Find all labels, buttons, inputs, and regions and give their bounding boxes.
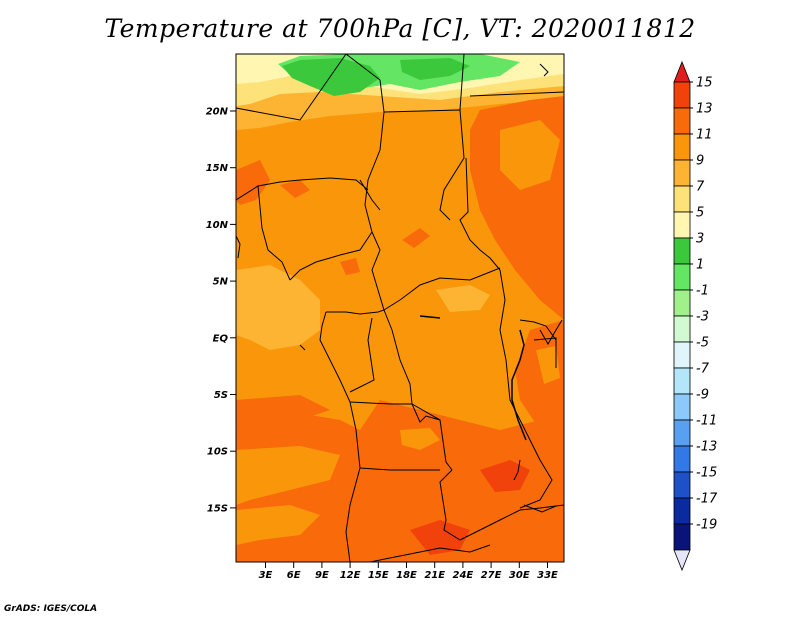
colorbar-swatch bbox=[673, 133, 691, 161]
colorbar-swatch bbox=[673, 289, 691, 317]
lon-tick-label: 24E bbox=[453, 570, 474, 581]
lat-tick-label: 5N bbox=[213, 277, 229, 288]
colorbar-label: -1 bbox=[696, 284, 709, 299]
country-borders bbox=[236, 54, 564, 562]
colorbar-label: 5 bbox=[696, 206, 704, 221]
colorbar-swatch bbox=[673, 263, 691, 291]
lon-tick-label: 15E bbox=[368, 570, 389, 581]
lat-tick-label: 5S bbox=[214, 390, 228, 401]
colorbar-label: 11 bbox=[696, 128, 713, 143]
colorbar: 15 13 11 9 7 5 3 1 -1 -3 -5 -7 -9 -11 -13 -15 -17 -19 bbox=[673, 60, 718, 572]
temperature-field bbox=[236, 54, 564, 562]
lon-tick-label: 9E bbox=[315, 570, 329, 581]
lat-tick-label: 10S bbox=[207, 447, 228, 458]
colorbar-label: -13 bbox=[696, 440, 717, 455]
lon-tick-label: 21E bbox=[424, 570, 445, 581]
colorbar-label: 3 bbox=[696, 232, 704, 247]
lat-tick-label: 15S bbox=[207, 503, 228, 514]
colorbar-swatch bbox=[673, 445, 691, 473]
lon-tick-label: 3E bbox=[259, 570, 273, 581]
lon-tick-label: 12E bbox=[340, 570, 361, 581]
colorbar-swatch bbox=[673, 315, 691, 343]
colorbar-swatch bbox=[673, 81, 691, 109]
colorbar-swatch bbox=[673, 237, 691, 265]
colorbar-swatch bbox=[673, 419, 691, 447]
colorbar-label: -15 bbox=[696, 466, 717, 481]
colorbar-label: -19 bbox=[696, 518, 717, 533]
colorbar-swatch bbox=[673, 159, 691, 187]
colorbar-bottom-arrow bbox=[673, 549, 691, 572]
colorbar-label: 13 bbox=[696, 102, 713, 117]
colorbar-swatch bbox=[673, 185, 691, 213]
longitude-axis: 3E 6E 9E 12E 15E 18E 21E 24E 27E 30E 33E bbox=[259, 562, 558, 581]
map-title: Temperature at 700hPa [C], VT: 202001181… bbox=[104, 14, 696, 43]
lat-tick-label: 15N bbox=[206, 163, 229, 174]
colorbar-label: 9 bbox=[696, 154, 704, 169]
colorbar-swatch bbox=[673, 341, 691, 369]
colorbar-swatch bbox=[673, 523, 691, 551]
lon-tick-label: 30E bbox=[509, 570, 530, 581]
colorbar-label: -7 bbox=[696, 362, 710, 377]
lon-tick-label: 33E bbox=[537, 570, 558, 581]
colorbar-swatch bbox=[673, 211, 691, 239]
colorbar-label: -9 bbox=[696, 388, 709, 403]
colorbar-swatch bbox=[673, 367, 691, 395]
lon-tick-label: 18E bbox=[396, 570, 417, 581]
colorbar-swatch bbox=[673, 393, 691, 421]
colorbar-label: 7 bbox=[696, 180, 705, 195]
lon-tick-label: 6E bbox=[287, 570, 301, 581]
grads-credit: GrADS: IGES/COLA bbox=[4, 604, 98, 614]
lat-tick-label: 10N bbox=[206, 220, 229, 231]
colorbar-label: -3 bbox=[696, 310, 709, 325]
colorbar-swatch bbox=[673, 107, 691, 135]
map-frame bbox=[235, 53, 565, 563]
colorbar-label: -17 bbox=[696, 492, 718, 507]
colorbar-label: 15 bbox=[696, 76, 713, 91]
lat-tick-label: EQ bbox=[213, 333, 229, 344]
lon-tick-label: 27E bbox=[481, 570, 502, 581]
colorbar-label: 1 bbox=[696, 258, 704, 273]
colorbar-label: -11 bbox=[696, 414, 717, 429]
colorbar-label: -5 bbox=[696, 336, 709, 351]
latitude-axis: 20N 15N 10N 5N EQ 5S 10S 15S bbox=[206, 107, 236, 514]
colorbar-swatch bbox=[673, 497, 691, 525]
colorbar-swatch bbox=[673, 471, 691, 499]
colorbar-top-arrow bbox=[673, 60, 691, 83]
lat-tick-label: 20N bbox=[206, 107, 229, 118]
